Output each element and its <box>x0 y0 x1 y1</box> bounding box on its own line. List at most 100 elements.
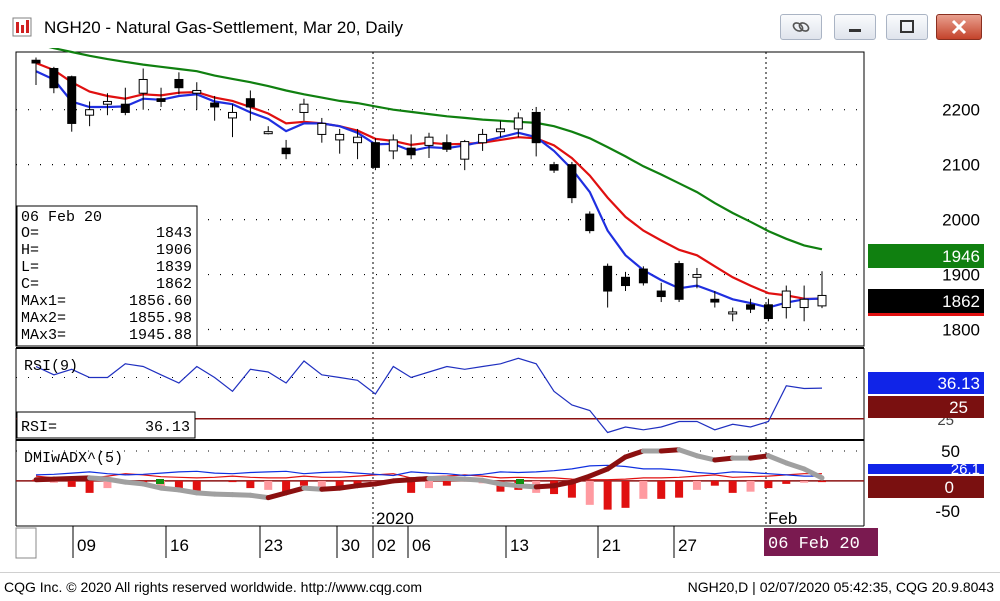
adx-line-segment <box>319 485 343 492</box>
candle-body <box>585 213 595 232</box>
scroll-thumb[interactable] <box>15 527 37 559</box>
candle-body <box>370 142 380 168</box>
candle-body <box>478 133 488 144</box>
dmi-histogram-bar <box>425 480 433 489</box>
adx-line-segment <box>783 460 807 472</box>
x-tick-label: 30 <box>341 536 360 555</box>
candle-body <box>817 294 827 307</box>
adx-line-segment <box>444 476 468 482</box>
data-window-date: 06 Feb 20 <box>21 209 102 226</box>
dmi-histogram-bar <box>782 480 791 484</box>
candle-body <box>138 78 148 94</box>
close-price-box <box>868 289 984 313</box>
rsi-title: RSI(9) <box>24 358 78 375</box>
dmi-signal-marker <box>516 479 524 484</box>
close-price-label: 1862 <box>942 292 980 311</box>
dmi-histogram-bar <box>764 480 773 489</box>
price-tick-label: 2000 <box>942 211 980 230</box>
rsi-ref-label: 25 <box>949 398 968 417</box>
adx-line-segment <box>33 476 57 483</box>
adx-line-segment <box>176 487 200 496</box>
adx-line-segment <box>408 476 432 483</box>
data-window-label: L= <box>21 259 39 276</box>
dmi-histogram-bar <box>639 480 648 499</box>
candle-body <box>763 304 773 320</box>
close-button[interactable] <box>936 14 982 40</box>
rsi-readout-value: 36.13 <box>145 419 190 436</box>
adx-line-segment <box>212 491 235 498</box>
adx-line-segment <box>569 473 593 485</box>
data-window-value: 1945.88 <box>129 327 192 344</box>
symbol-status-text: NGH20,D | 02/07/2020 05:42:35, CQG 20.9.… <box>687 579 994 595</box>
adx-line-segment <box>515 483 539 490</box>
adx-line-segment <box>765 453 789 466</box>
candle-body <box>513 117 523 130</box>
data-window-value: 1906 <box>156 242 192 259</box>
dmi-histogram-bar <box>692 480 701 490</box>
adx-line-segment <box>140 481 164 491</box>
candle-body <box>549 164 559 171</box>
di-minus-line <box>35 464 822 477</box>
candle-body <box>728 311 738 315</box>
dmi-zero-box <box>868 476 984 498</box>
date-badge <box>764 528 878 556</box>
link-button[interactable] <box>780 14 822 40</box>
date-badge-text: 06 Feb 20 <box>768 535 860 554</box>
year-label: 2020 <box>376 509 414 528</box>
x-axis: 09 16 23 30 02 06 13 21 27 <box>72 526 697 558</box>
dmi-histogram-bar <box>174 480 183 490</box>
rsi-ref-box <box>868 396 984 418</box>
ma-line-max3 <box>48 48 823 251</box>
data-window-value: 1843 <box>156 225 192 242</box>
dmi-histogram-bar <box>85 480 94 493</box>
adx-line-segment <box>533 483 557 490</box>
data-window-label: MAx3= <box>21 327 66 344</box>
candle-body <box>567 164 577 199</box>
candle-body <box>781 290 791 309</box>
dmi-histogram-bar <box>567 480 576 498</box>
candle-body <box>710 298 720 303</box>
candle-body <box>424 136 434 146</box>
title-bar: NGH20 - Natural Gas-Settlement, Mar 20, … <box>0 0 1000 49</box>
maximize-button[interactable] <box>886 14 928 40</box>
candle-body <box>299 103 309 113</box>
price-tick-label: 1900 <box>942 266 980 285</box>
x-tick-label: 27 <box>678 536 697 555</box>
minimize-button[interactable] <box>834 14 876 40</box>
dmi-tick-label: -50 <box>935 502 960 521</box>
rsi-price-box <box>868 372 984 394</box>
candle-body <box>460 141 470 160</box>
data-window-label: MAx2= <box>21 310 66 327</box>
candle-body <box>531 111 541 144</box>
dmi-histogram-bar <box>317 480 326 490</box>
data-window: 06 Feb 20 O= 1843 H= 1906 L= 1839 C= 1862 MAx1= 1… <box>16 205 198 347</box>
candle-body <box>621 276 630 287</box>
adx-line-segment <box>372 478 396 487</box>
rsi-price-label: 36.13 <box>937 374 980 393</box>
adx-line-segment <box>587 466 611 479</box>
adx-line-segment <box>355 481 378 489</box>
adx-line-segment <box>676 447 700 459</box>
dmi-histogram-bar <box>282 480 291 493</box>
data-window-label: MAx1= <box>21 293 66 310</box>
dmi-histogram-bar <box>299 480 308 486</box>
data-window-label: C= <box>21 276 39 293</box>
dmi-study <box>16 447 864 510</box>
candle-body <box>674 263 684 300</box>
adx-line-segment <box>497 481 521 489</box>
adx-line-segment <box>462 476 486 483</box>
candlesticks <box>31 57 827 322</box>
candle-body <box>245 98 255 108</box>
adx-line-segment <box>551 479 575 489</box>
data-window-label: O= <box>21 225 39 242</box>
x-tick-label: 02 <box>377 536 396 555</box>
x-tick-label: 06 <box>412 536 431 555</box>
candle-body <box>603 265 613 292</box>
adx-line-segment <box>712 455 736 463</box>
adx-line-segment <box>51 476 75 482</box>
candle-body <box>67 76 77 124</box>
adx-line-segment <box>480 477 503 487</box>
candle-body <box>210 102 220 108</box>
dmi-histogram-bar <box>603 480 612 510</box>
